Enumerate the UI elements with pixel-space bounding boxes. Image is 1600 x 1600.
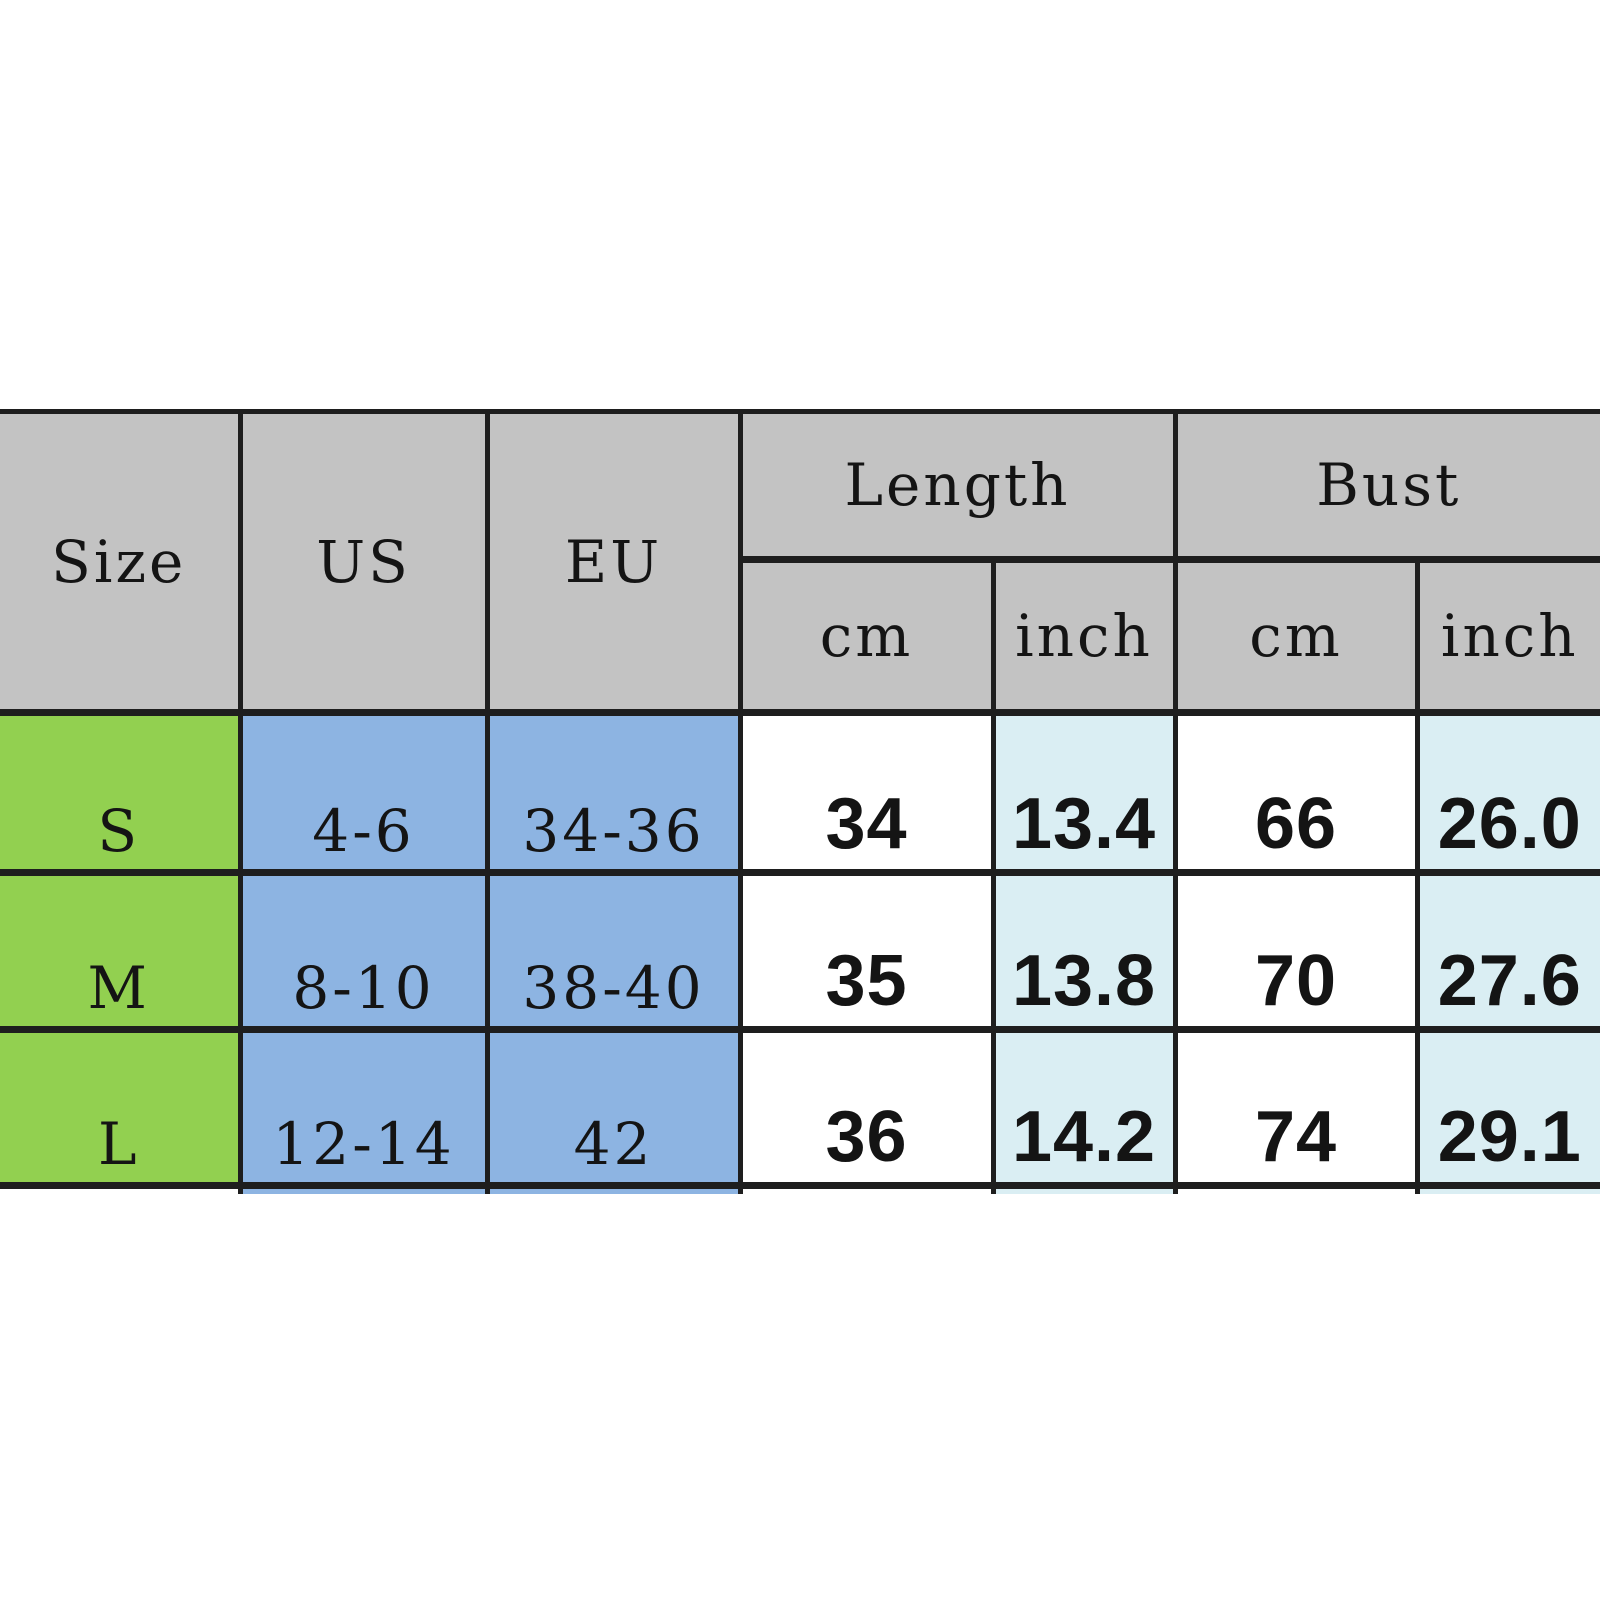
cell-size: L	[0, 1026, 243, 1189]
header-bust-cm: cm	[1172, 556, 1420, 716]
cell-length-cm-value: 34	[825, 784, 908, 864]
header-eu: EU	[484, 409, 743, 716]
cropped-cell	[1414, 1182, 1600, 1194]
cropped-partial-row	[0, 1182, 1600, 1194]
header-row-units: cm inch cm inch	[0, 556, 1600, 716]
cell-bust-cm: 66	[1172, 709, 1420, 876]
cell-size-label: S	[97, 797, 141, 865]
cell-length-inch-value: 13.8	[1011, 941, 1157, 1021]
cell-us-value: 12-14	[272, 1110, 455, 1178]
header-us: US	[237, 409, 490, 716]
cell-length-cm: 34	[737, 709, 996, 876]
cell-us: 4-6	[237, 709, 490, 876]
cell-size: S	[0, 709, 243, 876]
cell-length-inch: 13.4	[990, 709, 1178, 876]
cropped-cell	[237, 1182, 490, 1194]
cell-eu-value: 42	[573, 1110, 654, 1178]
cell-length-cm-value: 35	[825, 941, 908, 1021]
cell-length-inch-value: 14.2	[1011, 1097, 1157, 1177]
cell-bust-cm: 70	[1172, 869, 1420, 1033]
cell-bust-inch: 29.1	[1414, 1026, 1600, 1189]
cell-bust-inch-value: 27.6	[1437, 941, 1582, 1021]
cropped-cell	[737, 1182, 996, 1194]
cell-bust-inch-value: 26.0	[1437, 784, 1582, 864]
cell-eu: 38-40	[484, 869, 743, 1033]
cell-length-cm: 35	[737, 869, 996, 1033]
table-row-l: L 12-14 42 36 14.2 74 29.1	[0, 1026, 1600, 1189]
cell-bust-cm-value: 70	[1254, 941, 1338, 1021]
cell-size-label: L	[97, 1110, 140, 1178]
cell-us: 8-10	[237, 869, 490, 1033]
cell-bust-cm-value: 66	[1254, 784, 1338, 864]
cell-eu-value: 34-36	[522, 797, 705, 865]
cell-size: M	[0, 869, 243, 1033]
cell-length-inch: 13.8	[990, 869, 1178, 1033]
size-chart-table: Size US EU Length Bust cm inch cm inch S…	[0, 409, 1600, 1194]
cell-bust-cm-value: 74	[1254, 1097, 1338, 1177]
header-size: Size	[0, 409, 243, 716]
cropped-cell	[484, 1182, 743, 1194]
header-bust-inch: inch	[1414, 556, 1600, 716]
cell-size-label: M	[87, 954, 150, 1022]
cell-length-cm: 36	[737, 1026, 996, 1189]
cropped-cell	[0, 1182, 243, 1194]
header-row-groups: Size US EU Length Bust	[0, 409, 1600, 716]
cropped-cell	[990, 1182, 1178, 1194]
cell-length-cm-value: 36	[825, 1097, 908, 1177]
header-length-cm: cm	[740, 556, 996, 716]
cell-length-inch-value: 13.4	[1011, 784, 1157, 864]
cell-us-value: 4-6	[312, 797, 415, 865]
cell-eu: 42	[484, 1026, 743, 1189]
table-row-s: S 4-6 34-36 34 13.4 66 26.0	[0, 709, 1600, 876]
cell-eu-value: 38-40	[522, 954, 705, 1022]
cell-bust-inch-value: 29.1	[1437, 1097, 1582, 1177]
cell-bust-inch: 27.6	[1414, 869, 1600, 1033]
header-bust: Bust	[1172, 409, 1600, 563]
cell-bust-cm: 74	[1172, 1026, 1420, 1189]
cell-us: 12-14	[237, 1026, 490, 1189]
cropped-cell	[1172, 1182, 1420, 1194]
table-row-m: M 8-10 38-40 35 13.8 70 27.6	[0, 869, 1600, 1033]
header-length-inch: inch	[990, 556, 1178, 716]
cell-length-inch: 14.2	[990, 1026, 1178, 1189]
cell-bust-inch: 26.0	[1414, 709, 1600, 876]
cell-us-value: 8-10	[292, 954, 435, 1022]
header-length: Length	[737, 409, 1178, 563]
cell-eu: 34-36	[484, 709, 743, 876]
